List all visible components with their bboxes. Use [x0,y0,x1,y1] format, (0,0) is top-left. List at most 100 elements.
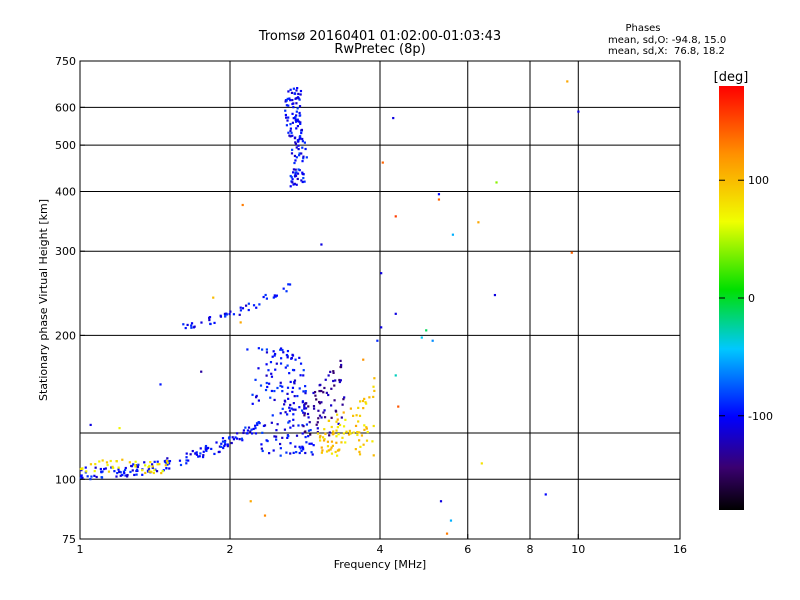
mid-layer-point [253,304,255,306]
o-main-cusp-point [260,384,262,386]
f-spread-point [294,159,296,161]
x-cusp-point [349,430,351,432]
f-spread-point [306,156,308,158]
f-spread-point [290,132,292,134]
phases-o-stats: mean, sd,O: -94.8, 15.0 [608,35,726,46]
o-main-cusp-point [289,410,291,412]
purple-upper-branch-point [339,360,341,362]
o-low-trace-point [223,445,225,447]
o-main-cusp-point [273,399,275,401]
o-main-cusp-point [288,407,290,409]
o-main-cusp-point [268,452,270,454]
o-low-trace-point [123,472,125,474]
o-main-cusp-point [305,436,307,438]
o-low-trace-point [244,427,246,429]
f-spread-point [298,138,300,140]
scattered-point [494,294,496,296]
scattered-point [438,193,440,195]
o-main-cusp-point [258,399,260,401]
f-spread-point [289,135,291,137]
scattered-point [395,215,397,217]
mid-layer-point [190,327,192,329]
x-cusp-point [371,440,373,442]
o-main-cusp-point [271,390,273,392]
o-low-trace-point [222,440,224,442]
o-main-cusp-point [287,350,289,352]
o-low-trace-point [87,475,89,477]
f-spread-point [290,89,292,91]
o-main-cusp-point [255,396,257,398]
purple-upper-branch-point [317,410,319,412]
o-low-trace-point [116,472,118,474]
o-main-cusp-point [298,357,300,359]
mid-layer-point [213,322,215,324]
purple-upper-branch-point [303,408,305,410]
x-cusp-point [337,433,339,435]
x-low-trace-point [144,464,146,466]
x-cusp-point [355,448,357,450]
x-cusp-point [350,408,352,410]
o-low-trace-point [220,443,222,445]
x-cusp-point [362,400,364,402]
f-spread-point [296,87,298,89]
purple-upper-branch-point [309,421,311,423]
mid-layer-point [229,313,231,315]
x-cusp-point [339,424,341,426]
mid-layer-point [193,326,195,328]
x-cusp-point [358,451,360,453]
scattered-point [452,234,454,236]
o-main-cusp-point [251,394,253,396]
o-main-cusp-point [276,387,278,389]
o-low-trace-point [143,461,145,463]
o-low-trace-point [199,452,201,454]
purple-upper-branch-point [317,417,319,419]
o-main-cusp-point [267,369,269,371]
f-spread-point [302,177,304,179]
o-main-cusp-point [310,451,312,453]
x-cusp-point [340,441,342,443]
o-main-cusp-point [261,432,263,434]
o-main-cusp-point [292,413,294,415]
o-main-cusp-point [292,387,294,389]
f-spread-point [289,130,291,132]
purple-upper-branch-point [328,434,330,436]
f-spread-point [301,147,303,149]
purple-upper-branch-point [334,379,336,381]
x-cusp-point [359,453,361,455]
o-low-trace-point [90,475,92,477]
purple-upper-branch-point [326,392,328,394]
x-cusp-point [355,414,357,416]
x-cusp-point [319,439,321,441]
f-spread-point [296,184,298,186]
x-cusp-point [319,435,321,437]
x-low-trace-point [166,460,168,462]
o-main-cusp-point [270,361,272,363]
f-spread-point [300,132,302,134]
x-low-trace-point [157,463,159,465]
o-main-cusp-point [254,379,256,381]
x-tick-label: 10 [571,543,585,556]
x-cusp-point [330,448,332,450]
o-main-cusp-point [300,450,302,452]
scattered-point [446,533,448,535]
x-tick-label: 1 [77,543,84,556]
o-main-cusp-point [289,452,291,454]
x-cusp-point [356,431,358,433]
o-low-trace-point [233,438,235,440]
o-main-cusp-point [277,423,279,425]
mid-layer-point [263,296,265,298]
f-spread-point [291,152,293,154]
o-main-cusp-point [305,390,307,392]
f-spread-point [293,162,295,164]
o-main-cusp-point [299,452,301,454]
o-low-trace-point [256,422,258,424]
o-low-trace-point [251,432,253,434]
purple-upper-branch-point [341,416,343,418]
o-main-cusp-point [273,390,275,392]
o-main-cusp-point [271,376,273,378]
o-main-cusp-point [266,386,268,388]
o-low-trace-point [101,476,103,478]
mid-layer-point [255,307,257,309]
f-spread-point [289,99,291,101]
mid-layer-point [229,311,231,313]
